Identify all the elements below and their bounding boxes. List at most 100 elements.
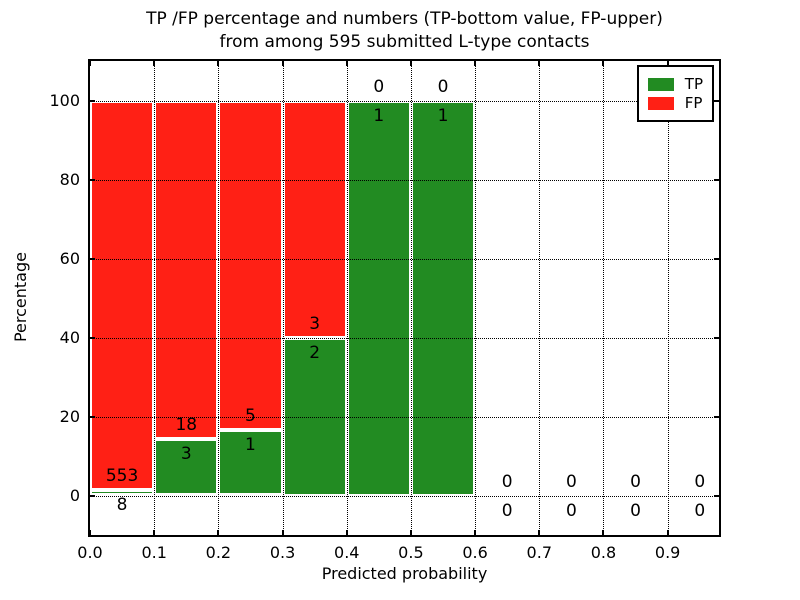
x-tick-mark-top	[666, 61, 669, 66]
fp-count-label: 5	[245, 405, 256, 426]
gridline-vertical	[667, 61, 669, 535]
bar-segment-fp	[154, 100, 219, 440]
y-tick-mark	[90, 415, 95, 418]
fp-count-label: 0	[501, 471, 513, 492]
legend-color-patch	[647, 96, 674, 110]
bar-segment-fp	[282, 100, 347, 338]
legend-label: FP	[684, 94, 703, 112]
x-tick-mark	[281, 530, 284, 535]
gridline-horizontal	[90, 416, 719, 418]
fp-count-label: 0	[437, 76, 449, 97]
x-tick-mark-top	[153, 61, 156, 66]
gridline-horizontal	[90, 100, 719, 102]
chart-title-line1: TP /FP percentage and numbers (TP-bottom…	[146, 9, 663, 29]
chart-title: TP /FP percentage and numbers (TP-bottom…	[88, 8, 721, 54]
bar-segment-fp	[90, 100, 155, 490]
x-tick-label: 0.3	[269, 543, 296, 562]
tp-count-label: 1	[373, 105, 385, 126]
x-tick-mark-top	[345, 61, 348, 66]
x-tick-label: 0.6	[462, 543, 488, 562]
x-tick-mark-top	[409, 61, 412, 66]
chart-title-line2: from among 595 submitted L-type contacts	[219, 32, 590, 52]
y-tick-label: 40	[59, 327, 80, 347]
x-tick-mark-top	[281, 61, 284, 66]
gridline-vertical	[410, 61, 412, 535]
x-tick-mark	[217, 530, 220, 535]
fp-count-label: 18	[175, 415, 198, 436]
x-tick-mark-top	[602, 61, 605, 66]
x-tick-mark-top	[538, 61, 541, 66]
legend-item: FP	[647, 94, 703, 112]
x-tick-label: 0.5	[398, 543, 424, 562]
bar-segment-tp	[410, 100, 476, 496]
fp-count-label: 0	[694, 471, 706, 492]
x-tick-mark-top	[217, 61, 220, 66]
y-tick-mark	[90, 494, 95, 497]
x-tick-label: 0.9	[654, 543, 681, 562]
bar-segment-tp	[154, 439, 219, 496]
gridline-vertical	[346, 61, 348, 535]
x-tick-mark	[345, 530, 348, 535]
y-tick-mark	[90, 336, 95, 339]
y-tick-mark-right	[714, 178, 719, 181]
y-tick-mark	[90, 257, 95, 260]
x-tick-mark-top	[89, 61, 91, 66]
gridline-vertical	[218, 61, 220, 535]
tp-count-label: 0	[694, 500, 706, 521]
x-tick-mark-top	[474, 61, 477, 66]
tp-count-label: 1	[437, 105, 449, 126]
gridline-vertical	[539, 61, 541, 535]
bar-segment-fp	[218, 100, 283, 430]
y-tick-mark	[90, 99, 95, 102]
fp-count-label: 0	[565, 471, 577, 492]
y-tick-mark-right	[714, 494, 719, 497]
x-tick-mark	[89, 530, 91, 535]
x-tick-label: 0.1	[141, 543, 167, 562]
y-tick-label: 80	[59, 169, 80, 189]
tp-count-label: 0	[501, 500, 513, 521]
bar-segment-tp	[218, 429, 283, 496]
plot-area: TP FP 553 8 18 3 5 1 3 2 0 1 0 1 0 0 0 0 0 0 0 0 0.0 0.1 0.2 0.3…	[49, 59, 721, 562]
fp-count-label: 0	[630, 471, 641, 492]
x-tick-mark	[409, 530, 412, 535]
gridline-vertical	[154, 61, 156, 535]
x-tick-label: 0.2	[205, 543, 232, 562]
gridline-vertical	[603, 61, 605, 535]
y-tick-mark-right	[714, 415, 719, 418]
tp-count-label: 2	[309, 342, 321, 363]
y-tick-mark-right	[714, 257, 719, 260]
y-tick-mark-right	[714, 336, 719, 339]
legend-item: TP	[647, 75, 703, 93]
legend-label: TP	[684, 75, 703, 93]
y-tick-label: 100	[49, 90, 80, 110]
tp-count-label: 0	[630, 500, 641, 521]
legend-color-patch	[647, 77, 674, 91]
legend: TP FP	[636, 65, 714, 122]
gridline-vertical	[475, 61, 477, 535]
y-tick-mark	[90, 178, 95, 181]
gridline-horizontal	[90, 337, 719, 339]
tp-count-label: 1	[245, 434, 256, 455]
fp-count-label: 3	[309, 313, 321, 334]
gridline-horizontal	[90, 179, 719, 181]
gridline-vertical	[282, 61, 284, 535]
tp-count-label: 3	[180, 444, 192, 465]
y-tick-mark-right	[714, 99, 719, 102]
tp-count-label: 0	[565, 500, 577, 521]
x-tick-mark	[602, 530, 605, 535]
fp-count-label: 553	[105, 465, 139, 486]
fp-count-label: 0	[373, 76, 385, 97]
x-tick-mark	[474, 530, 477, 535]
x-tick-label: 0.8	[590, 543, 617, 562]
bar-segment-tp	[90, 489, 155, 496]
x-tick-mark	[666, 530, 669, 535]
gridline-horizontal	[90, 495, 719, 497]
x-tick-mark	[538, 530, 541, 535]
x-axis-label: Predicted probability	[321, 564, 488, 583]
tp-count-label: 8	[116, 494, 128, 515]
bar-segment-tp	[346, 100, 411, 496]
x-tick-label: 0.4	[334, 543, 360, 562]
y-tick-label: 60	[59, 248, 80, 268]
gridline-horizontal	[90, 258, 719, 260]
